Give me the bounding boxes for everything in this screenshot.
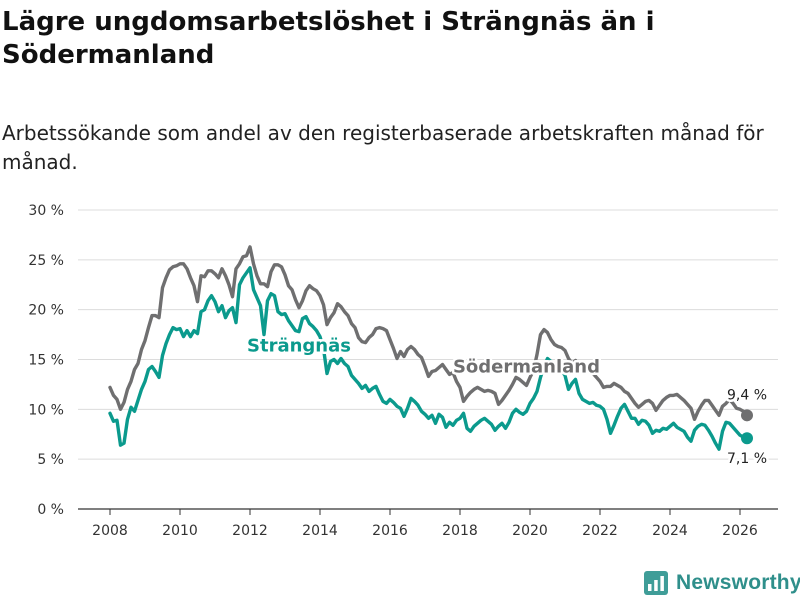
x-tick-label: 2020 bbox=[512, 523, 548, 539]
end-value-label-sodermanland: 9,4 % bbox=[727, 387, 767, 403]
end-point-strangnas bbox=[741, 432, 753, 445]
y-tick-label: 10 % bbox=[28, 402, 64, 418]
y-tick-label: 0 % bbox=[37, 502, 64, 518]
y-tick-label: 5 % bbox=[37, 452, 64, 468]
brand: Newsworthy bbox=[644, 567, 800, 599]
x-tick-label: 2018 bbox=[442, 523, 478, 539]
series-labels: Södermanland Strängnäs 9,4 % 7,1 % bbox=[245, 333, 770, 470]
x-tick-label: 2026 bbox=[722, 523, 758, 539]
series-line-strangnas bbox=[108, 266, 749, 451]
x-tick-label: 2022 bbox=[582, 523, 618, 539]
x-tick-label: 2024 bbox=[652, 523, 688, 539]
y-tick-label: 30 % bbox=[28, 203, 64, 219]
y-tick-label: 20 % bbox=[28, 303, 64, 319]
x-tick-label: 2014 bbox=[302, 523, 338, 539]
y-tick-label: 15 % bbox=[28, 353, 64, 369]
x-tick-label: 2008 bbox=[92, 523, 128, 539]
y-tick-label: 25 % bbox=[28, 253, 64, 269]
bar-chart-logo-icon bbox=[644, 571, 668, 595]
x-tick-label: 2010 bbox=[162, 523, 198, 539]
end-value-label-strangnas: 7,1 % bbox=[727, 451, 767, 467]
series-label-strangnas: Strängnäs bbox=[247, 336, 351, 357]
series-line-sodermanland bbox=[108, 245, 749, 421]
end-point-sodermanland bbox=[741, 409, 753, 422]
x-tick-label: 2016 bbox=[372, 523, 408, 539]
chart-title: Lägre ungdomsarbetslöshet i Strängnäs än… bbox=[2, 7, 655, 70]
gridlines bbox=[78, 209, 778, 460]
series-label-sodermanland: Södermanland bbox=[453, 356, 600, 377]
brand-name: Newsworthy bbox=[676, 571, 800, 594]
series-lines bbox=[108, 245, 753, 451]
x-tick-label: 2012 bbox=[232, 523, 268, 539]
axes: 0 % 5 % 10 % 15 % 20 % 25 % 30 % 2008 2010 2012 20… bbox=[28, 203, 778, 539]
chart-subtitle: Arbetssökande som andel av den registerb… bbox=[2, 121, 764, 174]
